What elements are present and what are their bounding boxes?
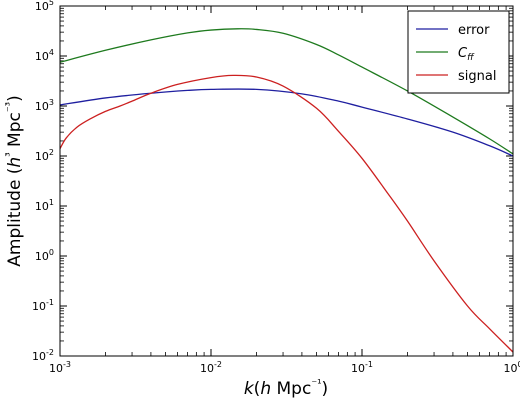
y-tick-label: 102 [35, 148, 54, 163]
y-tick-label: 105 [35, 0, 54, 13]
x-tick-label: 100 [503, 360, 520, 375]
x-tick-label: 10-3 [49, 360, 71, 375]
x-tick-label: 10-2 [200, 360, 222, 375]
series-line-c-ff [59, 28, 514, 155]
x-tick-label: 10-1 [351, 360, 373, 375]
y-axis-label: Amplitude (h³ Mpc⁻³) [3, 95, 25, 266]
legend-label: error [458, 23, 490, 38]
plot-frame [59, 5, 514, 357]
y-tick-label: 10-1 [32, 298, 54, 313]
series-line-signal [59, 74, 514, 353]
y-tick-label: 100 [35, 248, 54, 263]
legend-label: Cff [458, 46, 475, 63]
x-axis-label: k(h Mpc⁻¹) [244, 377, 328, 399]
y-tick-label: 101 [35, 198, 54, 213]
legend-label: signal [458, 69, 496, 84]
series-group [59, 28, 514, 353]
y-tick-label: 104 [35, 48, 54, 63]
legend: error Cff signal [407, 10, 510, 94]
y-tick-label: 10-2 [32, 348, 54, 363]
ticks: 10-310-210-110010-210-110010110210310410… [32, 0, 520, 375]
y-tick-label: 103 [35, 98, 54, 113]
